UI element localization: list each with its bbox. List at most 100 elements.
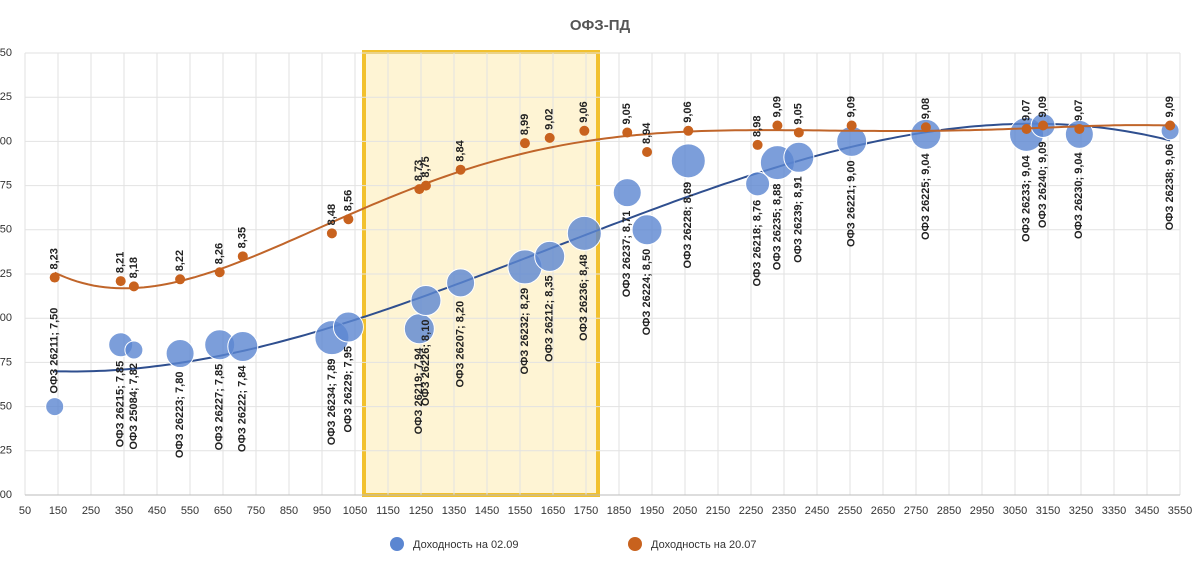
y-tick-label: 25 (0, 268, 12, 280)
x-tick-label: 1950 (640, 505, 664, 517)
point (752, 139, 763, 150)
x-tick-label: 950 (313, 505, 331, 517)
value-label: 9,02 (544, 108, 556, 129)
x-tick-label: 1550 (508, 505, 532, 517)
bubble-label: ОФЗ 26235; 8,88 (771, 184, 783, 271)
point (1038, 120, 1049, 131)
value-label: 8,98 (752, 116, 764, 137)
x-tick-label: 350 (115, 505, 133, 517)
point (326, 228, 337, 239)
bubble (566, 215, 602, 251)
bubble-label: ОФЗ 26226; 8,10 (420, 320, 432, 407)
y-tick-label: 25 (0, 91, 12, 103)
x-tick-label: 1050 (343, 505, 367, 517)
x-tick-label: 3450 (1135, 505, 1159, 517)
y-tick-label: 50 (0, 401, 12, 413)
bubble-label: ОФЗ 26225; 9,04 (920, 152, 932, 239)
legend-label: Доходность на 02.09 (413, 539, 519, 551)
bubble (631, 214, 663, 246)
x-tick-label: 3350 (1102, 505, 1126, 517)
x-tick-label: 3150 (1036, 505, 1060, 517)
legend-marker (628, 537, 642, 551)
x-tick-label: 250 (82, 505, 100, 517)
point (115, 276, 126, 287)
y-tick-label: 00 (0, 489, 12, 501)
value-label: 8,23 (49, 248, 61, 269)
value-label: 9,07 (1073, 100, 1085, 121)
bubble-label: ОФЗ 26240; 9,09 (1037, 141, 1049, 228)
y-tick-label: 50 (0, 47, 12, 59)
x-tick-label: 50 (19, 505, 31, 517)
x-tick-label: 3550 (1168, 505, 1192, 517)
point (214, 267, 225, 278)
point (237, 251, 248, 262)
bubble (165, 339, 195, 369)
x-tick-label: 1150 (376, 505, 400, 517)
point (1074, 124, 1085, 135)
value-label: 8,99 (519, 114, 531, 135)
x-tick-label: 150 (49, 505, 67, 517)
point (622, 127, 633, 138)
x-tick-label: 2250 (739, 505, 763, 517)
bubble-label: ОФЗ 26212; 8,35 (544, 275, 556, 362)
bubble (227, 330, 259, 362)
bubble-label: ОФЗ 26233; 9,04 (1020, 154, 1032, 241)
bubble (783, 141, 815, 173)
bubble-label: ОФЗ 26230; 9,04 (1073, 151, 1085, 238)
x-tick-label: 450 (148, 505, 166, 517)
bubble (332, 311, 364, 343)
point (579, 125, 590, 136)
value-label: 9,07 (1020, 100, 1032, 121)
bubble-label: ОФЗ 26223; 7,80 (174, 372, 186, 459)
value-label: 8,18 (128, 257, 140, 278)
value-label: 8,56 (342, 190, 354, 211)
y-tick-label: 00 (0, 135, 12, 147)
value-label: 8,94 (641, 122, 653, 144)
x-tick-label: 2750 (904, 505, 928, 517)
point (128, 281, 139, 292)
bubble-label: ОФЗ 26239; 8,91 (793, 176, 805, 263)
value-label: 8,73 (413, 160, 425, 181)
bubble-label: ОФЗ 26234; 7,89 (326, 359, 338, 446)
legend-label: Доходность на 20.07 (651, 539, 757, 551)
trend-line (54, 124, 1171, 290)
x-tick-label: 1850 (607, 505, 631, 517)
point (920, 122, 931, 133)
bubble-label: ОФЗ 26224; 8,50 (641, 249, 653, 336)
bubble (612, 178, 642, 208)
bubble-label: ОФЗ 26219; 7,94 (413, 347, 425, 434)
x-tick-label: 2450 (805, 505, 829, 517)
point (519, 138, 530, 149)
value-label: 8,48 (326, 204, 338, 225)
bubble-label: ОФЗ 26211; 7,50 (49, 308, 61, 394)
value-label: 9,05 (793, 103, 805, 124)
x-tick-label: 2150 (706, 505, 730, 517)
bubble-label: ОФЗ 26232; 8,29 (519, 288, 531, 375)
plot: ОФЗ 26211; 7,50 ОФЗ 26215; 7,85 ОФЗ 25084;… (45, 96, 1180, 459)
value-label: 9,09 (846, 96, 858, 117)
value-label: 8,84 (455, 139, 467, 161)
y-tick-label: 50 (0, 224, 12, 236)
bubble-label: ОФЗ 26238; 9,06 (1164, 144, 1176, 231)
x-tick-label: 550 (181, 505, 199, 517)
bubble-label: ОФЗ 26215; 7,85 (115, 361, 127, 448)
bubble-label: ОФЗ 26207; 8,20 (455, 301, 467, 388)
legend-marker (390, 537, 404, 551)
value-label: 9,06 (578, 101, 590, 122)
x-tick-label: 2550 (838, 505, 862, 517)
bubble (534, 240, 566, 272)
y-tick-label: 75 (0, 356, 12, 368)
value-label: 9,06 (682, 101, 694, 122)
bubble (910, 118, 942, 150)
point (420, 180, 431, 191)
value-label: 8,75 (420, 156, 432, 177)
x-tick-label: 1650 (541, 505, 565, 517)
value-label: 8,35 (237, 227, 249, 248)
bubble (45, 397, 65, 417)
x-tick-label: 3050 (1003, 505, 1027, 517)
point (772, 120, 783, 131)
x-tick-label: 2350 (772, 505, 796, 517)
point (544, 132, 555, 143)
chart-title: ОФЗ-ПД (570, 17, 631, 34)
